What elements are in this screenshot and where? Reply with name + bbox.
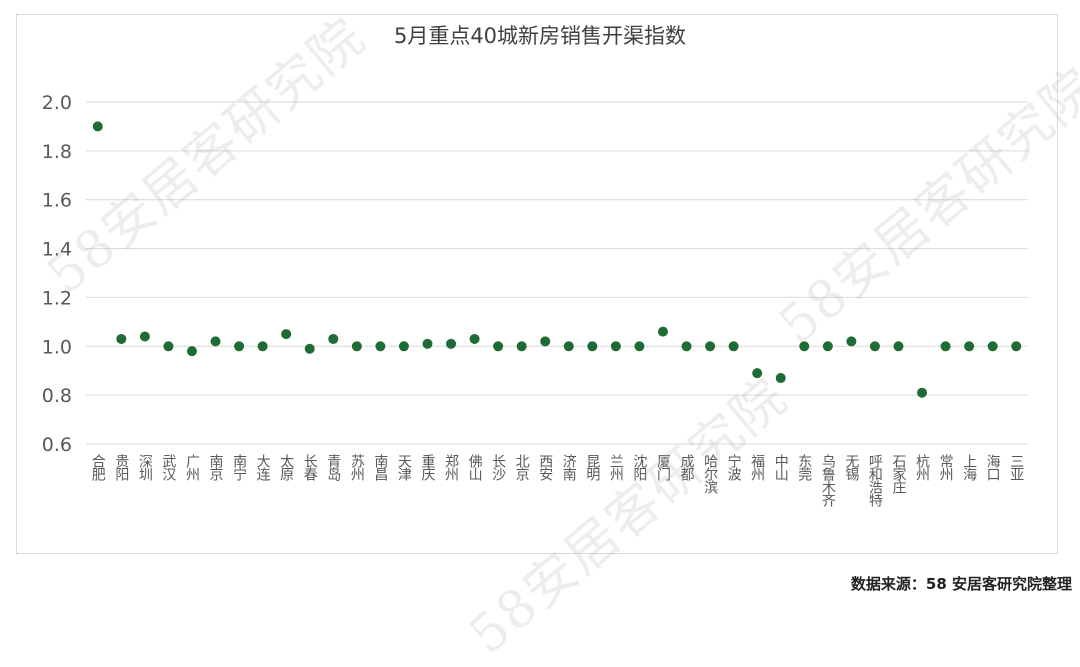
x-tick-label: 上海 xyxy=(961,454,977,481)
data-point xyxy=(186,346,197,357)
data-point xyxy=(92,121,103,132)
x-tick-label: 北京 xyxy=(514,454,530,481)
y-tick-label: 1.2 xyxy=(42,287,72,309)
data-point xyxy=(163,341,174,352)
x-tick-label: 无锡 xyxy=(843,454,859,481)
data-point xyxy=(705,341,716,352)
y-tick-label: 2.0 xyxy=(42,92,72,114)
x-tick-label: 济南 xyxy=(561,454,577,481)
x-tick-label: 昆明 xyxy=(584,454,600,482)
data-points xyxy=(92,121,1022,398)
data-point xyxy=(469,333,480,344)
x-tick-label: 长沙 xyxy=(490,454,506,481)
x-tick-label: 武汉 xyxy=(160,454,176,481)
x-tick-label: 南宁 xyxy=(231,454,247,481)
x-tick-label: 乌鲁木齐 xyxy=(820,454,836,507)
data-point xyxy=(398,341,409,352)
x-tick-label: 青岛 xyxy=(325,454,341,481)
y-tick-label: 1.4 xyxy=(42,239,72,261)
data-point xyxy=(657,326,668,337)
x-tick-label: 中山 xyxy=(773,454,789,481)
data-point xyxy=(304,343,315,354)
x-tick-label: 深圳 xyxy=(137,454,153,481)
data-point xyxy=(234,341,245,352)
data-point xyxy=(1011,341,1022,352)
x-tick-label: 呼和浩特 xyxy=(867,454,883,507)
x-tick-label: 南昌 xyxy=(372,454,388,481)
data-point xyxy=(940,341,951,352)
data-point xyxy=(610,341,621,352)
x-tick-label: 石家庄 xyxy=(890,454,906,494)
data-point xyxy=(493,341,504,352)
data-point xyxy=(328,333,339,344)
x-axis-labels: 合肥 贵阳 深圳 武汉 广州 南京 南宁 大连 太原 长春 青岛 苏州 南昌 天津 重庆 郑州 佛山 长沙 北京 西安… xyxy=(90,453,1024,507)
x-tick-label: 西安 xyxy=(537,454,553,481)
data-point xyxy=(634,341,645,352)
x-tick-label: 海口 xyxy=(985,454,1001,481)
data-point xyxy=(681,341,692,352)
x-tick-label: 广州 xyxy=(184,454,200,481)
x-tick-label: 长春 xyxy=(302,454,318,481)
data-point xyxy=(116,333,127,344)
data-point xyxy=(775,373,786,384)
x-tick-label: 郑州 xyxy=(443,454,459,481)
data-point xyxy=(752,368,763,379)
x-tick-label: 福州 xyxy=(749,454,765,481)
data-point xyxy=(281,329,292,340)
x-tick-label: 杭州 xyxy=(914,454,930,481)
data-point xyxy=(422,338,433,349)
data-point xyxy=(587,341,598,352)
x-tick-label: 兰州 xyxy=(608,454,624,481)
x-tick-label: 宁波 xyxy=(726,453,742,481)
y-tick-label: 0.8 xyxy=(42,385,72,407)
data-point xyxy=(799,341,810,352)
data-point xyxy=(893,341,904,352)
scatter-chart: 5月重点40城新房销售开渠指数 0.6 0.8 1.0 1.2 1.4 1.6 1.8 2.0… xyxy=(42,24,1028,507)
x-tick-label: 大连 xyxy=(255,454,271,482)
x-tick-label: 合肥 xyxy=(90,454,106,482)
x-tick-label: 三亚 xyxy=(1008,454,1024,480)
data-point xyxy=(540,336,551,347)
y-tick-label: 1.0 xyxy=(42,336,72,358)
x-tick-label: 佛山 xyxy=(467,454,483,481)
x-tick-label: 哈尔滨 xyxy=(702,454,718,494)
y-axis-ticks: 0.6 0.8 1.0 1.2 1.4 1.6 1.8 2.0 xyxy=(42,92,72,456)
x-tick-label: 贵阳 xyxy=(113,454,129,481)
data-point xyxy=(257,341,268,352)
data-point xyxy=(351,341,362,352)
x-tick-label: 天津 xyxy=(396,454,412,481)
data-point xyxy=(869,341,880,352)
x-tick-label: 重庆 xyxy=(419,454,435,481)
x-tick-label: 常州 xyxy=(938,454,954,481)
y-tick-label: 0.6 xyxy=(42,434,72,456)
x-tick-label: 成都 xyxy=(679,454,695,481)
y-tick-label: 1.8 xyxy=(42,141,72,163)
x-tick-label: 厦门 xyxy=(655,454,671,482)
chart-frame xyxy=(16,14,1058,554)
data-point xyxy=(139,331,150,342)
grid-lines xyxy=(86,101,1028,445)
data-point xyxy=(728,341,739,352)
y-tick-label: 1.6 xyxy=(42,190,72,212)
data-point xyxy=(987,341,998,352)
data-point xyxy=(563,341,574,352)
x-tick-label: 太原 xyxy=(278,454,294,481)
data-point xyxy=(822,341,833,352)
x-tick-label: 东莞 xyxy=(796,454,812,482)
data-point xyxy=(210,336,221,347)
x-tick-label: 南京 xyxy=(208,454,224,481)
data-point xyxy=(917,387,928,398)
data-point xyxy=(516,341,527,352)
data-point xyxy=(846,336,857,347)
x-tick-label: 沈阳 xyxy=(631,454,647,481)
x-tick-label: 苏州 xyxy=(349,454,365,481)
data-point xyxy=(446,338,457,349)
data-point xyxy=(375,341,386,352)
chart-title: 5月重点40城新房销售开渠指数 xyxy=(394,24,686,48)
data-point xyxy=(964,341,975,352)
source-note: 数据来源：58 安居客研究院整理 xyxy=(850,575,1072,593)
